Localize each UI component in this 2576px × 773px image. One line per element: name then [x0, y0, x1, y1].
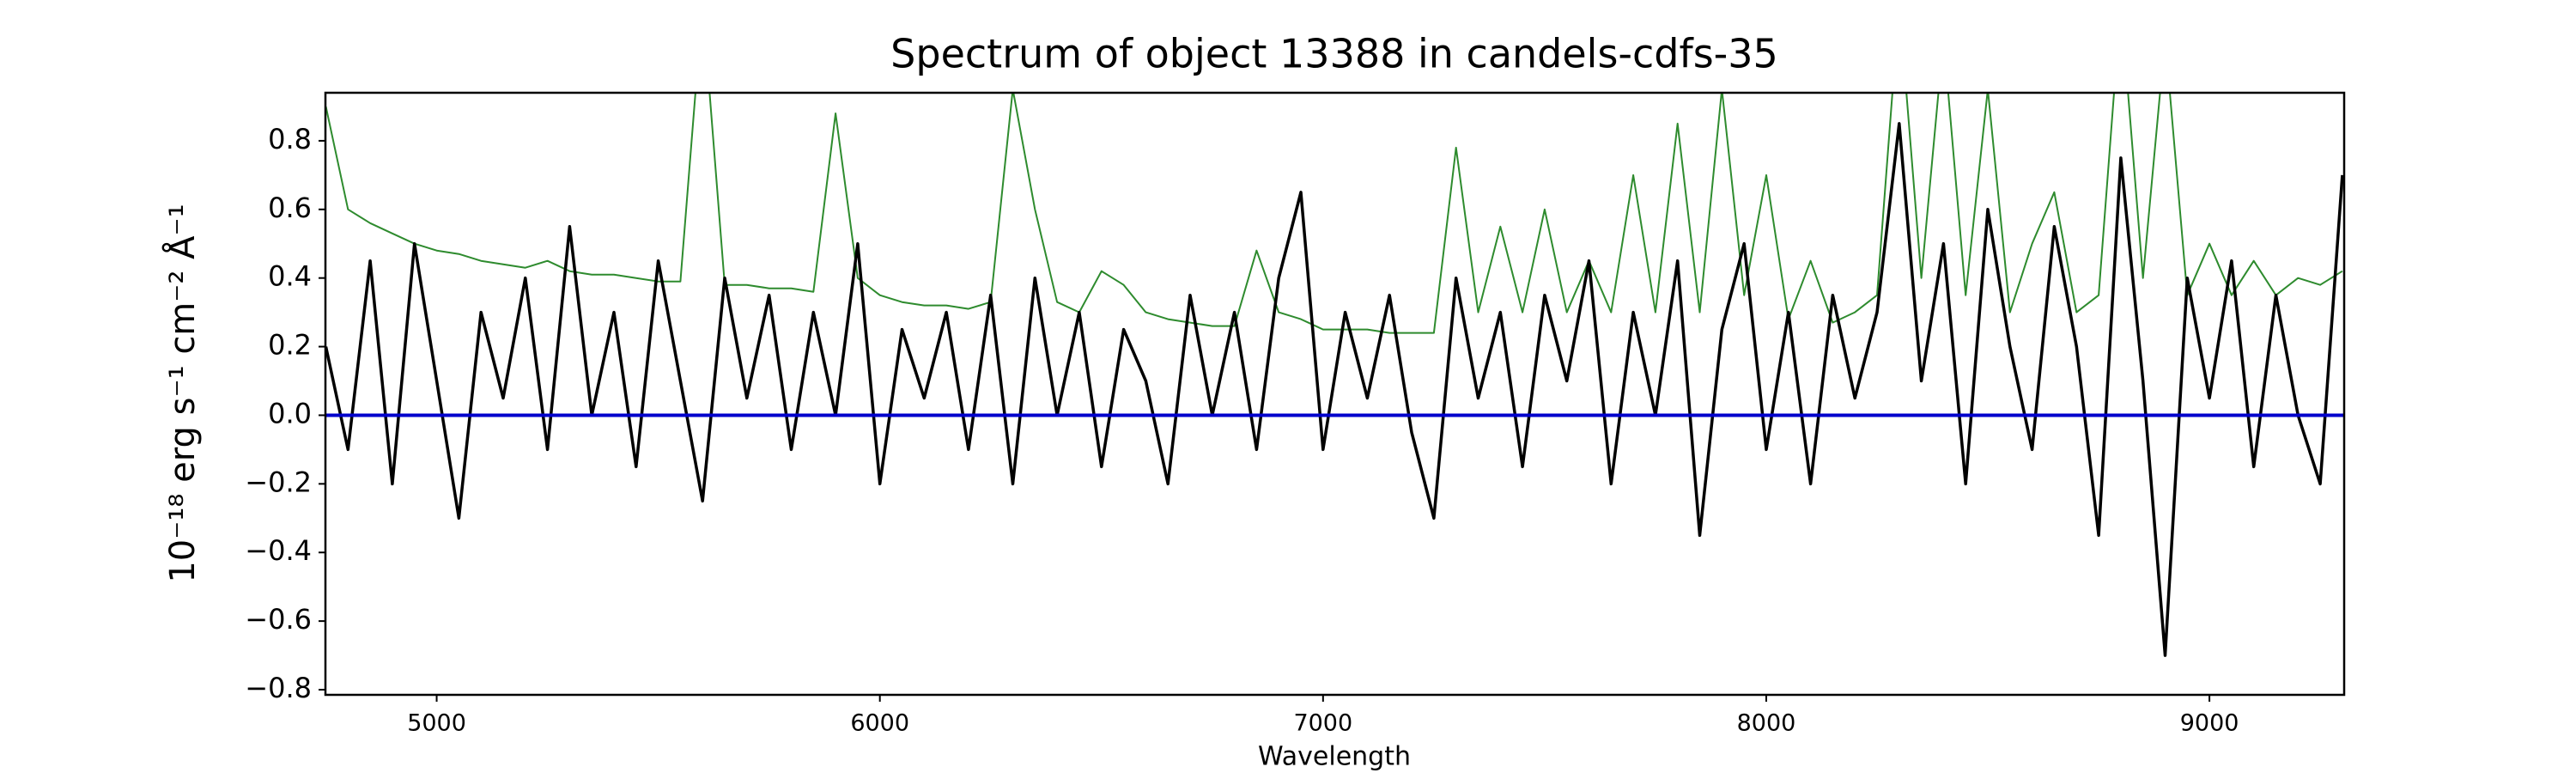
y-tick-label: 0.2 — [268, 329, 312, 362]
x-tick-label: 6000 — [850, 710, 909, 737]
y-tick-label: 0.6 — [268, 192, 312, 224]
plot-frame — [324, 91, 2346, 697]
spectrum-line — [325, 122, 2344, 657]
x-tick-label: 8000 — [1737, 710, 1796, 737]
x-axis-label: Wavelength — [1258, 742, 1411, 772]
x-tick-label: 7000 — [1293, 710, 1352, 737]
x-tick-label: 9000 — [2180, 710, 2239, 737]
chart-title: Spectrum of object 13388 in candels-cdfs… — [890, 31, 1778, 77]
y-tick-label: −0.8 — [245, 672, 312, 704]
y-tick-label: 0.4 — [268, 260, 312, 293]
y-tick-label: −0.2 — [245, 466, 312, 498]
y-axis-label: 10⁻¹⁸ erg s⁻¹ cm⁻² Å⁻¹ — [161, 204, 203, 582]
x-tick-label: 5000 — [407, 710, 466, 737]
y-tick-label: 0.0 — [268, 397, 312, 429]
y-tick-label: −0.4 — [245, 534, 312, 567]
plot-area — [325, 93, 2344, 657]
y-tick-label: −0.6 — [245, 603, 312, 636]
y-tick-label: 0.8 — [268, 123, 312, 155]
